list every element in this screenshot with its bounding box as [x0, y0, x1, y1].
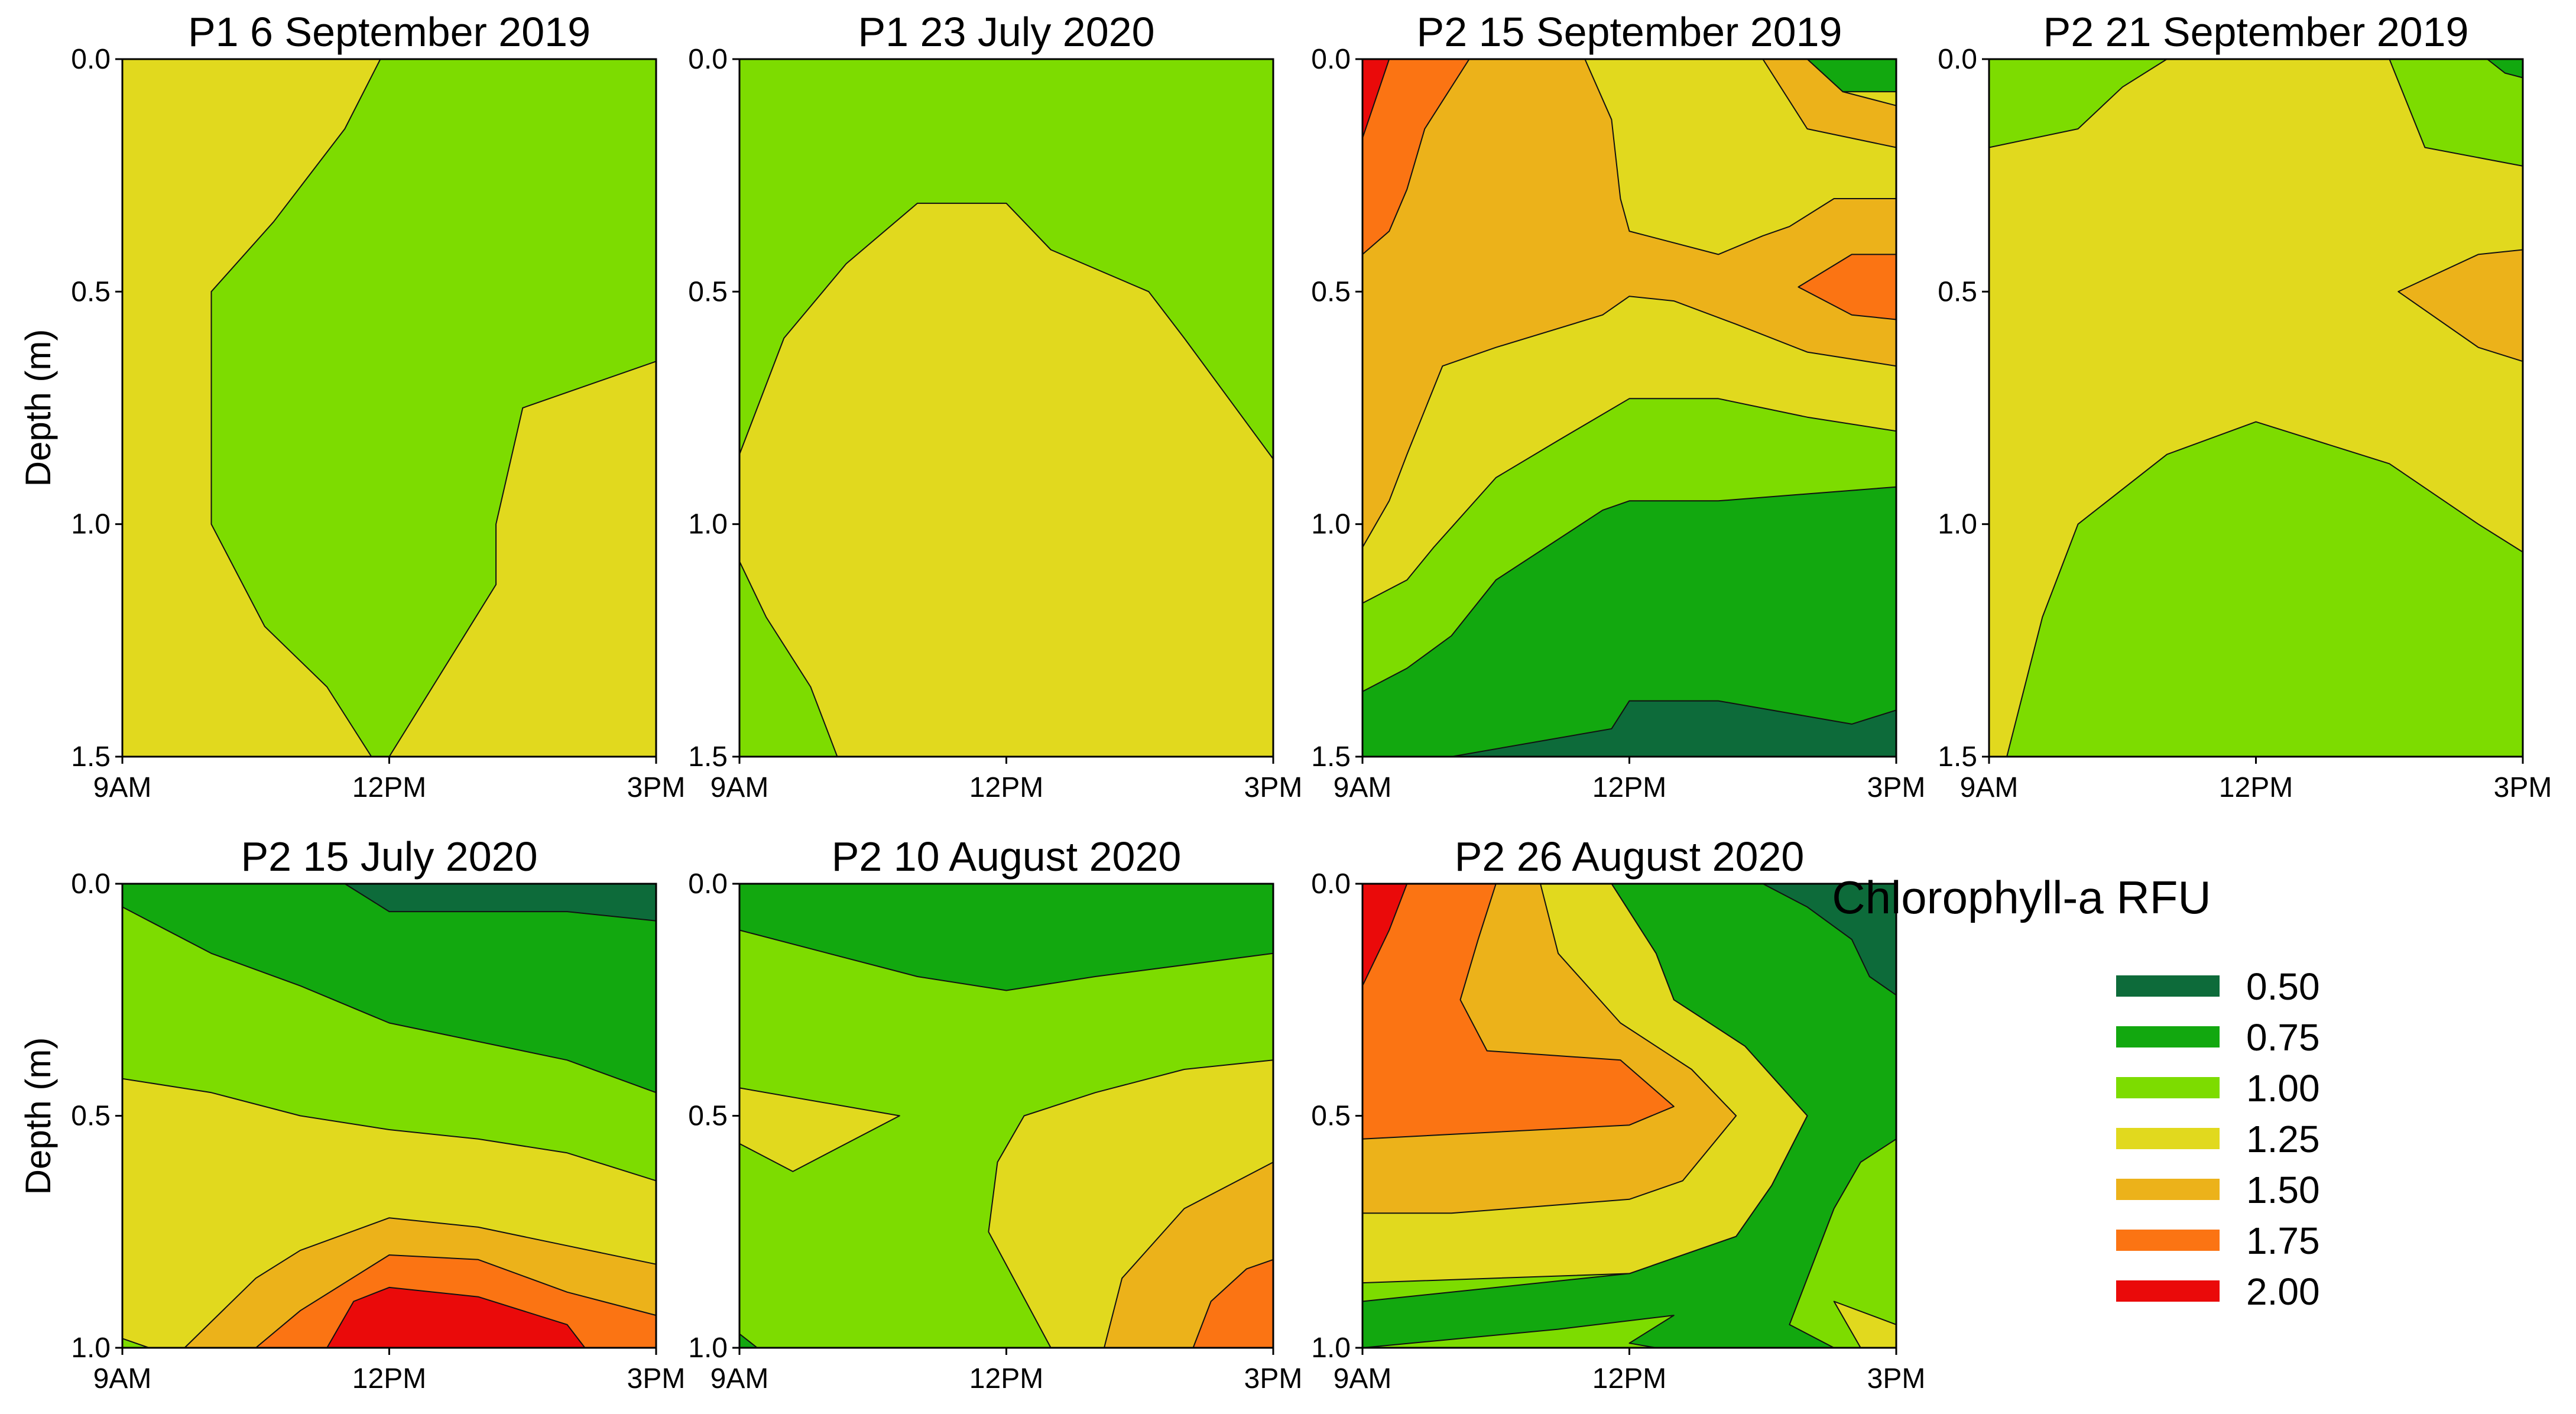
- x-tick-label: 9AM: [1960, 772, 2019, 803]
- contour-regions: [210, 59, 657, 757]
- x-tick-label: 9AM: [1334, 772, 1392, 803]
- x-tick-label: 12PM: [969, 1363, 1043, 1394]
- y-tick-label: 0.0: [1938, 44, 1977, 75]
- contour-regions: [122, 883, 657, 1348]
- y-tick-label: 1.0: [1311, 1332, 1351, 1364]
- panel-title: P1 23 July 2020: [858, 9, 1154, 55]
- legend-value: 1.25: [2246, 1118, 2320, 1160]
- contour-region: [1362, 883, 1675, 1140]
- y-tick-label: 1.5: [71, 741, 111, 773]
- y-tick-label: 0.5: [688, 276, 728, 307]
- legend-swatch: [2116, 1280, 2220, 1302]
- contour-regions: [739, 883, 1274, 1348]
- legend-entry: 0.50: [2116, 965, 2320, 1008]
- x-tick-label: 12PM: [1592, 1363, 1666, 1394]
- y-tick-label: 0.0: [688, 44, 728, 75]
- x-tick-label: 9AM: [93, 1363, 152, 1394]
- x-tick-label: 9AM: [710, 772, 769, 803]
- x-tick-label: 9AM: [710, 1363, 769, 1394]
- y-tick-label: 1.0: [1938, 509, 1977, 540]
- panel-title: P2 26 August 2020: [1455, 834, 1805, 880]
- y-tick-label: 0.0: [688, 868, 728, 900]
- contour-regions: [739, 202, 1274, 757]
- legend-swatch: [2116, 975, 2220, 997]
- x-tick-label: 3PM: [1867, 772, 1926, 803]
- legend-value: 1.50: [2246, 1169, 2320, 1211]
- legend-entry: 1.50: [2116, 1169, 2320, 1211]
- y-axis-label: Depth (m): [18, 1037, 58, 1195]
- legend-value: 1.75: [2246, 1220, 2320, 1262]
- x-tick-label: 9AM: [93, 772, 152, 803]
- y-axis-label: Depth (m): [18, 329, 58, 487]
- y-tick-label: 0.5: [1938, 276, 1977, 307]
- y-tick-label: 1.5: [688, 741, 728, 773]
- x-tick-label: 3PM: [627, 772, 686, 803]
- contour-regions: [1988, 59, 2523, 757]
- y-tick-label: 0.0: [1311, 44, 1351, 75]
- y-tick-label: 1.5: [1311, 741, 1351, 773]
- contour-regions: [1362, 883, 1897, 1348]
- legend-swatch: [2116, 1179, 2220, 1200]
- legend-value: 2.00: [2246, 1270, 2320, 1313]
- x-tick-label: 3PM: [1867, 1363, 1926, 1394]
- contour-region: [1584, 59, 1897, 255]
- legend-entry: 0.75: [2116, 1016, 2320, 1059]
- legend-value: 0.50: [2246, 965, 2320, 1008]
- contour-region: [739, 202, 1274, 757]
- x-tick-label: 12PM: [969, 772, 1043, 803]
- y-tick-label: 1.0: [688, 1332, 728, 1364]
- x-tick-label: 9AM: [1334, 1363, 1392, 1394]
- contour-regions: [1362, 59, 1897, 757]
- panel-title: P1 6 September 2019: [188, 9, 591, 55]
- y-tick-label: 0.5: [71, 1101, 111, 1132]
- legend-value: 1.00: [2246, 1067, 2320, 1110]
- x-tick-label: 3PM: [2494, 772, 2552, 803]
- x-tick-label: 3PM: [1244, 772, 1303, 803]
- y-tick-label: 0.0: [71, 868, 111, 900]
- y-tick-label: 0.5: [688, 1101, 728, 1132]
- y-tick-label: 1.0: [1311, 509, 1351, 540]
- x-tick-label: 12PM: [352, 772, 426, 803]
- legend-swatch: [2116, 1230, 2220, 1251]
- contour-region: [210, 59, 657, 757]
- legend-swatch: [2116, 1128, 2220, 1149]
- x-tick-label: 12PM: [352, 1363, 426, 1394]
- panel-title: P2 15 September 2019: [1417, 9, 1842, 55]
- legend-entry: 1.00: [2116, 1067, 2320, 1110]
- panel-title: P2 10 August 2020: [832, 834, 1182, 880]
- legend-title: Chlorophyll-a RFU: [1832, 871, 2211, 923]
- contour-region: [1988, 59, 2523, 757]
- x-tick-label: 12PM: [2219, 772, 2293, 803]
- y-tick-label: 1.5: [1938, 741, 1977, 773]
- y-tick-label: 1.0: [688, 509, 728, 540]
- x-tick-label: 3PM: [627, 1363, 686, 1394]
- y-tick-label: 0.0: [71, 44, 111, 75]
- y-tick-label: 0.5: [1311, 276, 1351, 307]
- y-tick-label: 0.5: [71, 276, 111, 307]
- y-tick-label: 0.5: [1311, 1101, 1351, 1132]
- x-tick-label: 12PM: [1592, 772, 1666, 803]
- panel-title: P2 15 July 2020: [241, 834, 537, 880]
- x-tick-label: 3PM: [1244, 1363, 1303, 1394]
- y-tick-label: 1.0: [71, 1332, 111, 1364]
- legend-entry: 1.25: [2116, 1118, 2320, 1160]
- legend-swatch: [2116, 1026, 2220, 1047]
- legend-swatch: [2116, 1077, 2220, 1098]
- legend-value: 0.75: [2246, 1016, 2320, 1059]
- y-tick-label: 1.0: [71, 509, 111, 540]
- panel-title: P2 21 September 2019: [2043, 9, 2469, 55]
- legend-entry: 1.75: [2116, 1220, 2320, 1262]
- legend-entry: 2.00: [2116, 1270, 2320, 1313]
- y-tick-label: 0.0: [1311, 868, 1351, 900]
- legend: Chlorophyll-a RFU 0.50 0.75 1.00 1.25 1.50 1.…: [1832, 871, 2319, 1313]
